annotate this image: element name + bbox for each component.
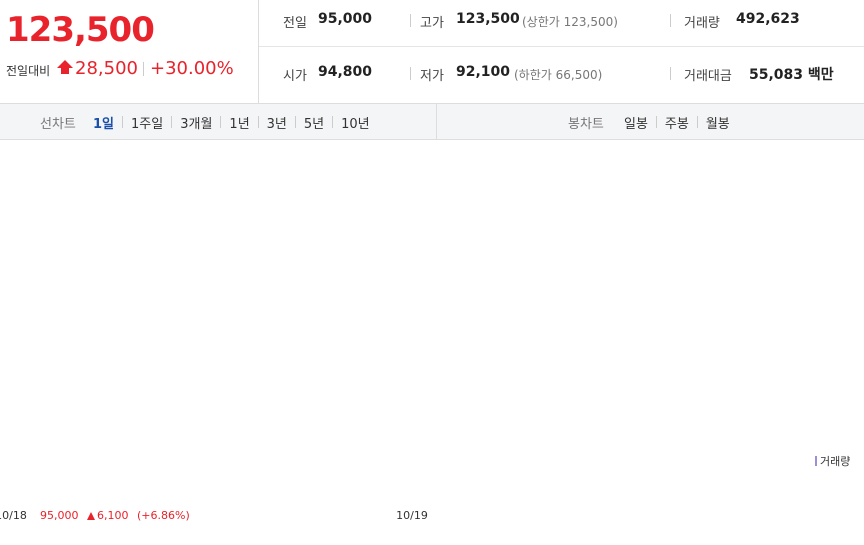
divider [122, 116, 124, 128]
up-icon [87, 512, 95, 520]
divider [0, 103, 259, 104]
divider [171, 116, 173, 128]
divider [670, 14, 671, 27]
prev-close: 95,000 [40, 509, 79, 522]
label: 시가 [283, 69, 307, 84]
chart: 10/18 10/19 95,000 6,100 (+6.86%) 거래량 [0, 455, 850, 522]
date-label: 10/18 [0, 509, 27, 522]
prev-change: 6,100 [97, 509, 129, 522]
divider [410, 67, 411, 80]
tab[interactable]: 일봉 [624, 117, 648, 132]
tab[interactable]: 1주일 [131, 117, 164, 132]
divider [294, 116, 296, 128]
divider [655, 116, 657, 128]
divider [410, 14, 411, 27]
divider [259, 103, 864, 104]
divider [332, 116, 334, 128]
legend-swatch [815, 456, 817, 466]
tab[interactable]: 1년 [229, 117, 250, 132]
value: 123,500 [456, 11, 520, 27]
label: 고가 [420, 16, 444, 31]
divider [259, 46, 864, 47]
change: 28,500 [75, 58, 138, 79]
tab[interactable]: 10년 [341, 117, 370, 132]
price-box [0, 0, 259, 103]
divider [696, 116, 698, 128]
divider [143, 62, 144, 76]
tab-label: 봉차트 [568, 117, 604, 132]
tab[interactable]: 3개월 [180, 117, 213, 132]
value: 55,083 백만 [749, 67, 834, 83]
tab[interactable]: 주봉 [664, 117, 689, 132]
value: 95,000 [318, 11, 373, 27]
label: 거래대금 [684, 69, 732, 84]
tab[interactable]: 5년 [303, 117, 325, 132]
tab-group: 1일 1주일 3개월 1년 3년 5년 10년 [93, 113, 370, 132]
legend-label: 거래량 [820, 455, 850, 468]
divider [220, 116, 222, 128]
change-label: 전일대비 [6, 64, 51, 78]
tab[interactable]: 1일 [93, 117, 115, 132]
change-rate: +30.00% [150, 58, 234, 79]
tab-group: 일봉 주봉 월봉 [624, 113, 730, 132]
value: (상한가 123,500) [522, 15, 618, 29]
up-arrow: 84,42895,076105,724116,372127,02010:0011… [57, 60, 73, 74]
divider [670, 67, 671, 80]
divider [257, 116, 259, 128]
label: 저가 [420, 69, 444, 84]
tab[interactable]: 월봉 [705, 117, 730, 132]
label: 전일 [283, 16, 307, 31]
date-label: 10/19 [396, 509, 428, 522]
tab[interactable]: 3년 [266, 117, 287, 132]
value: (하한가 66,500) [514, 68, 603, 82]
tab-bar [0, 104, 864, 140]
value: 94,800 [318, 64, 373, 80]
prev-rate: (+6.86%) [137, 509, 190, 522]
value: 492,623 [736, 11, 800, 27]
divider [436, 104, 437, 139]
value: 92,100 [456, 64, 511, 80]
tab-label: 선차트 [40, 117, 76, 132]
current-price: 123,500 [6, 10, 155, 50]
label: 거래량 [684, 16, 720, 31]
